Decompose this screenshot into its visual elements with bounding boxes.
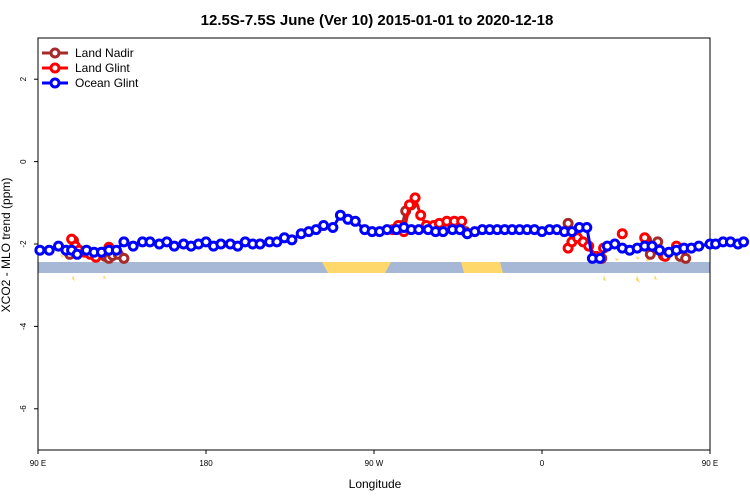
data-point-ocean-glint	[254, 238, 266, 250]
y-tick-label: 2	[19, 76, 28, 81]
chart-title: 12.5S-7.5S June (Ver 10) 2015-01-01 to 2…	[201, 12, 554, 29]
x-tick-label: 90 E	[30, 459, 46, 468]
legend-label-land-nadir: Land Nadir	[75, 46, 134, 60]
land-band-americas	[322, 262, 391, 273]
y-tick-label: -6	[19, 405, 28, 413]
legend-marker-land-nadir	[49, 47, 61, 59]
land-flecks-below	[72, 275, 657, 283]
land-band-africa	[461, 262, 503, 273]
data-point-ocean-glint	[118, 236, 130, 248]
data-point-ocean-glint	[215, 238, 227, 250]
data-point-ocean-glint	[581, 222, 593, 233]
data-point-ocean-glint	[34, 244, 46, 256]
data-point-ocean-glint	[286, 234, 298, 246]
land-flecks-east	[604, 254, 650, 262]
land-ocean-band	[38, 253, 710, 283]
data-point-ocean-glint	[693, 240, 705, 252]
data-point-ocean-glint	[43, 244, 55, 256]
data-point-ocean-glint	[127, 240, 139, 252]
x-tick-label: 180	[199, 459, 213, 468]
data-point-land-glint	[415, 209, 427, 221]
legend-marker-ocean-glint	[49, 77, 61, 89]
series-ocean-glint	[34, 209, 750, 264]
data-point-ocean-glint	[327, 222, 339, 233]
x-tick-label: 90 E	[702, 459, 718, 468]
series-layer	[34, 192, 750, 264]
data-point-ocean-glint	[144, 236, 156, 248]
y-axis-label: XCO2 - MLO trend (ppm)	[0, 178, 13, 313]
x-axis-label: Longitude	[349, 477, 402, 491]
legend-label-ocean-glint: Ocean Glint	[75, 76, 139, 90]
data-point-land-glint	[616, 228, 628, 240]
data-point-land-glint	[404, 199, 415, 211]
y-axis: 2 0 -2 -4 -6	[19, 76, 38, 412]
data-point-ocean-glint	[437, 226, 449, 238]
data-point-land-nadir	[562, 217, 574, 229]
data-point-land-glint	[456, 215, 468, 227]
x-tick-label: 90 W	[365, 459, 384, 468]
x-axis: 90 E 180 90 W 0 90 E	[30, 450, 718, 468]
data-point-ocean-glint	[168, 240, 180, 252]
y-tick-label: 0	[19, 159, 28, 164]
data-point-ocean-glint	[349, 215, 361, 227]
data-point-land-nadir	[680, 252, 692, 264]
data-point-land-glint	[409, 192, 421, 204]
data-point-land-nadir	[118, 252, 130, 264]
y-tick-label: -4	[19, 322, 28, 330]
legend-label-land-glint: Land Glint	[75, 61, 130, 75]
y-tick-label: -2	[19, 240, 28, 248]
data-point-ocean-glint	[654, 244, 666, 256]
data-point-ocean-glint	[110, 244, 122, 256]
data-point-ocean-glint	[71, 248, 83, 260]
data-point-ocean-glint	[413, 224, 425, 236]
legend-marker-land-glint	[49, 62, 61, 74]
data-point-ocean-glint	[318, 220, 330, 231]
data-point-ocean-glint	[594, 252, 606, 264]
data-point-ocean-glint	[381, 224, 393, 236]
legend: Land Nadir Land Glint Ocean Glint	[42, 46, 139, 90]
x-tick-label: 0	[540, 459, 545, 468]
data-point-ocean-glint	[738, 236, 750, 248]
